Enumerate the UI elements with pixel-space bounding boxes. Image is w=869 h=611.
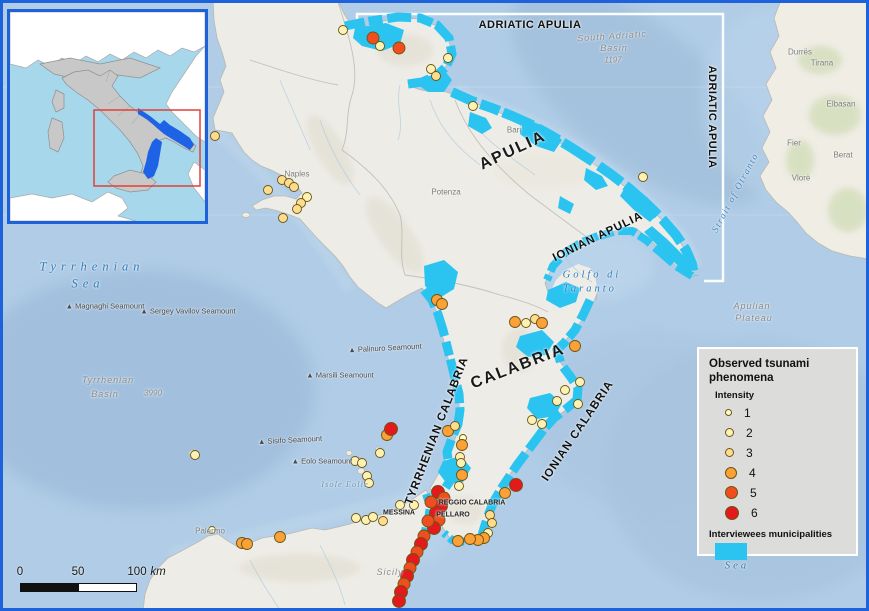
tsunami-dot-intensity-2[interactable] (552, 396, 562, 406)
tsunami-dot-intensity-6[interactable] (509, 478, 523, 492)
tsunami-dot-intensity-2[interactable] (426, 64, 436, 74)
legend-intensity-circle (725, 505, 739, 520)
tsunami-dot-intensity-2[interactable] (521, 318, 531, 328)
tsunami-dot-intensity-5[interactable] (421, 514, 435, 528)
scale-tick-50: 50 (71, 566, 85, 578)
tsunami-dot-intensity-3[interactable] (278, 213, 288, 223)
tsunami-dot-intensity-2[interactable] (368, 512, 378, 522)
crotone-bulge (545, 264, 597, 348)
tsunami-dots-layer (190, 25, 648, 608)
tsunami-dot-intensity-3[interactable] (431, 71, 441, 81)
legend-intensity-item: 2 (725, 423, 856, 443)
capri-island (241, 212, 251, 218)
scale-bar-graphic (20, 583, 137, 592)
tsunami-dot-intensity-1[interactable] (208, 526, 216, 534)
tsunami-dot-intensity-4[interactable] (499, 487, 511, 499)
tsunami-dot-intensity-6[interactable] (384, 422, 398, 436)
tsunami-dot-intensity-4[interactable] (274, 531, 286, 543)
legend-municipality-swatch (715, 542, 747, 560)
tsunami-dot-intensity-3[interactable] (210, 131, 220, 141)
legend-title: Observed tsunami phenomena (709, 358, 810, 385)
tsunami-dot-intensity-2[interactable] (351, 513, 361, 523)
legend-intensity-value: 3 (746, 445, 753, 460)
tsunami-dot-intensity-4[interactable] (456, 439, 468, 451)
tsunami-dot-intensity-2[interactable] (560, 385, 570, 395)
legend-intensity-item: 6 (725, 503, 856, 523)
tsunami-dot-intensity-3[interactable] (450, 421, 460, 431)
tsunami-dot-intensity-2[interactable] (638, 172, 648, 182)
tsunami-dot-intensity-4[interactable] (509, 316, 521, 328)
tsunami-dot-intensity-2[interactable] (456, 458, 466, 468)
scale-unit: km (150, 566, 166, 578)
tsunami-dot-intensity-4[interactable] (452, 535, 464, 547)
tsunami-dot-intensity-3[interactable] (292, 204, 302, 214)
inset-map-svg (10, 12, 205, 221)
tsunami-dot-intensity-2[interactable] (454, 481, 464, 491)
tsunami-dot-intensity-3[interactable] (487, 518, 497, 528)
tsunami-dot-intensity-3[interactable] (289, 182, 299, 192)
inset-overview-map (7, 9, 208, 224)
inset-highlight-regions (138, 108, 194, 179)
tsunami-dot-intensity-2[interactable] (338, 25, 348, 35)
legend-panel: Observed tsunami phenomena Intensity 1 2 3… (697, 347, 858, 560)
legend-intensity-item: 1 (725, 403, 856, 423)
legend-intensity-circle (725, 409, 732, 417)
tsunami-dot-intensity-5[interactable] (366, 31, 380, 45)
tsunami-dot-intensity-4[interactable] (241, 538, 253, 550)
tsunami-dot-intensity-4[interactable] (456, 469, 468, 481)
legend-intensity-circle (725, 428, 734, 438)
tsunami-dot-intensity-4[interactable] (464, 533, 476, 545)
tsunami-dot-intensity-2[interactable] (443, 53, 453, 63)
tsunami-dot-intensity-2[interactable] (302, 192, 312, 202)
tsunami-dot-intensity-2[interactable] (375, 448, 385, 458)
tsunami-dot-intensity-3[interactable] (485, 510, 495, 520)
tsunami-dot-intensity-3[interactable] (378, 516, 388, 526)
scale-tick-100: 100 (127, 566, 147, 578)
tsunami-dot-intensity-2[interactable] (575, 377, 585, 387)
legend-intensity-item: 5 (725, 483, 856, 503)
legend-intensity-circle (725, 486, 738, 500)
rivers (249, 79, 593, 611)
tsunami-dot-intensity-6[interactable] (392, 594, 406, 608)
scale-tick-0: 0 (16, 566, 24, 578)
legend-intensity-value: 6 (751, 505, 758, 520)
inset-region-borders (105, 69, 141, 125)
tsunami-dot-intensity-4[interactable] (436, 298, 448, 310)
tsunami-dot-intensity-4[interactable] (569, 340, 581, 352)
legend-intensity-value: 1 (744, 405, 751, 420)
legend-intensity-value: 2 (746, 425, 753, 440)
tsunami-dot-intensity-4[interactable] (536, 317, 548, 329)
tsunami-dot-intensity-2[interactable] (364, 478, 374, 488)
legend-intensity-items: 1 2 3 4 5 6 (709, 403, 856, 523)
legend-intensity-item: 4 (725, 463, 856, 483)
legend-intensity-item: 3 (725, 443, 856, 463)
tsunami-dot-intensity-3[interactable] (263, 185, 273, 195)
legend-municipalities-label: Interviewees municipalities (709, 528, 833, 540)
tsunami-dot-intensity-2[interactable] (409, 500, 419, 510)
tsunami-dot-intensity-2[interactable] (375, 41, 385, 51)
tsunami-dot-intensity-5[interactable] (424, 495, 438, 509)
tsunami-dot-intensity-2[interactable] (537, 419, 547, 429)
legend-intensity-value: 4 (749, 465, 756, 480)
tsunami-dot-intensity-2[interactable] (357, 458, 367, 468)
tsunami-dot-intensity-2[interactable] (190, 450, 200, 460)
legend-intensity-value: 5 (750, 485, 757, 500)
legend-intensity-circle (725, 448, 734, 458)
tsunami-dot-intensity-2[interactable] (527, 415, 537, 425)
legend-intensity-label: Intensity (715, 389, 755, 401)
inset-land (10, 12, 205, 221)
legend-intensity-circle (725, 466, 737, 479)
tsunami-dot-intensity-2[interactable] (573, 399, 583, 409)
tsunami-dot-intensity-2[interactable] (395, 500, 405, 510)
tsunami-dot-intensity-5[interactable] (392, 41, 406, 55)
tsunami-dot-intensity-2[interactable] (468, 101, 478, 111)
inset-extent-rectangle (93, 109, 201, 187)
